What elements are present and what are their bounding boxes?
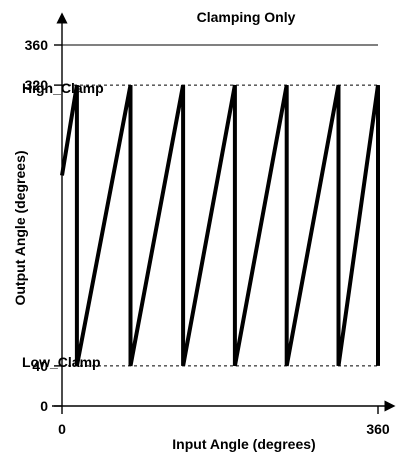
y-axis-label: Output Angle (degrees) [12,150,28,305]
x-tick-label-360: 360 [366,421,390,437]
reference-lines [62,44,378,367]
axis-ticks: 0 40 320 360 0 360 [25,37,390,437]
high-clamp-label: High_Clamp [22,80,104,96]
low-clamp-label: Low_Clamp [22,354,101,370]
y-tick-label-320: 320 [25,77,49,93]
output-angle-line [60,84,380,367]
x-tick-label-0: 0 [58,421,66,437]
y-tick-label-0: 0 [40,398,48,414]
x-axis-label: Input Angle (degrees) [172,436,315,452]
y-tick-label-40: 40 [32,358,48,374]
y-tick-label-360: 360 [25,37,49,53]
chart-title: Clamping Only [197,9,296,25]
